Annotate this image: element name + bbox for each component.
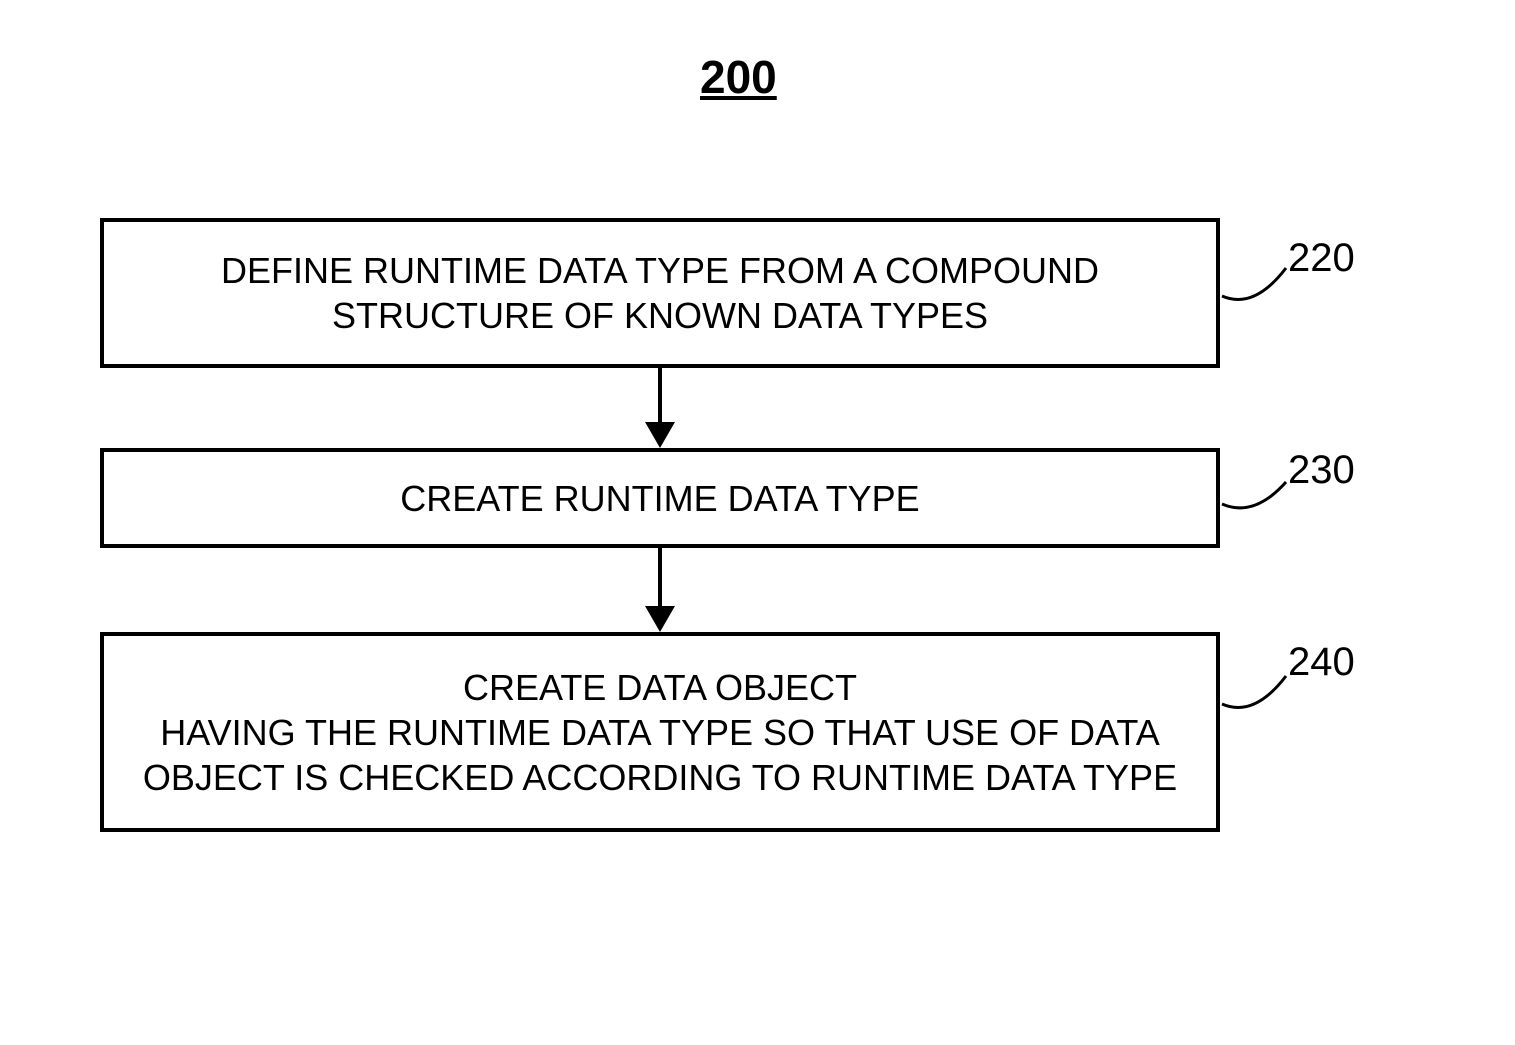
step-text-create-object: CREATE DATA OBJECT HAVING THE RUNTIME DA… — [123, 665, 1197, 800]
step-text-define: DEFINE RUNTIME DATA TYPE FROM A COMPOUND… — [201, 248, 1119, 338]
step-box-create-type: CREATE RUNTIME DATA TYPE — [100, 448, 1220, 548]
ref-label-220: 220 — [1288, 236, 1355, 281]
ref-label-230: 230 — [1288, 448, 1355, 493]
step-text-create-type: CREATE RUNTIME DATA TYPE — [380, 476, 939, 521]
step-box-define: DEFINE RUNTIME DATA TYPE FROM A COMPOUND… — [100, 218, 1220, 368]
ref-label-240: 240 — [1288, 640, 1355, 685]
figure-number: 200 — [700, 50, 777, 104]
diagram-canvas: { "figure": { "title": { "text": "200", … — [0, 0, 1515, 1045]
step-box-create-object: CREATE DATA OBJECT HAVING THE RUNTIME DA… — [100, 632, 1220, 832]
